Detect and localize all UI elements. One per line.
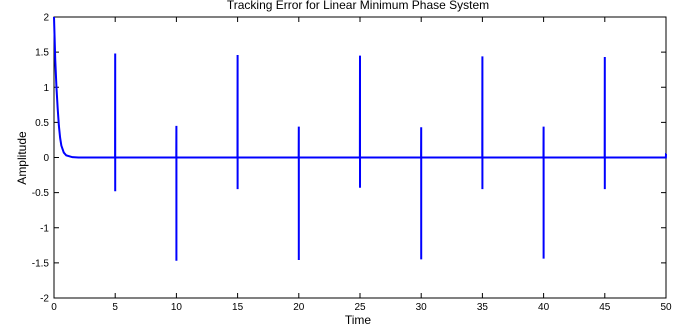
x-tick-label: 35 (477, 302, 489, 313)
axis-ticks (53, 16, 667, 299)
series-line (53, 16, 667, 261)
y-tick-label: 1.5 (35, 48, 49, 59)
y-tick-label: 0 (43, 153, 49, 164)
x-tick-label: 45 (599, 302, 611, 313)
y-tick-label: 0.5 (35, 118, 49, 129)
y-tick-label: -1 (40, 223, 49, 234)
x-tick-label: 40 (538, 302, 550, 313)
y-tick-label: -1.5 (32, 258, 50, 269)
y-tick-label: -0.5 (32, 188, 50, 199)
x-tick-label: 30 (416, 302, 428, 313)
x-tick-label: 20 (293, 302, 305, 313)
x-tick-label: 5 (112, 302, 118, 313)
x-tick-label: 15 (232, 302, 244, 313)
x-tick-label: 50 (660, 302, 672, 313)
x-tick-label: 10 (171, 302, 183, 313)
y-tick-label: 1 (43, 83, 49, 94)
x-tick-label: 25 (354, 302, 366, 313)
tick-labels: 0 5 10 15 20 25 30 35 40 45 50 2 1.5 1 0.5 0 -0.5 -1 -1.5 -… (32, 13, 672, 314)
x-tick-label: 0 (51, 302, 57, 313)
x-axis-label: Time (345, 313, 372, 327)
chart-title: Tracking Error for Linear Minimum Phase … (227, 0, 489, 12)
y-tick-label: 2 (43, 13, 49, 24)
y-tick-label: -2 (40, 294, 49, 305)
y-axis-label: Amplitude (15, 131, 29, 185)
